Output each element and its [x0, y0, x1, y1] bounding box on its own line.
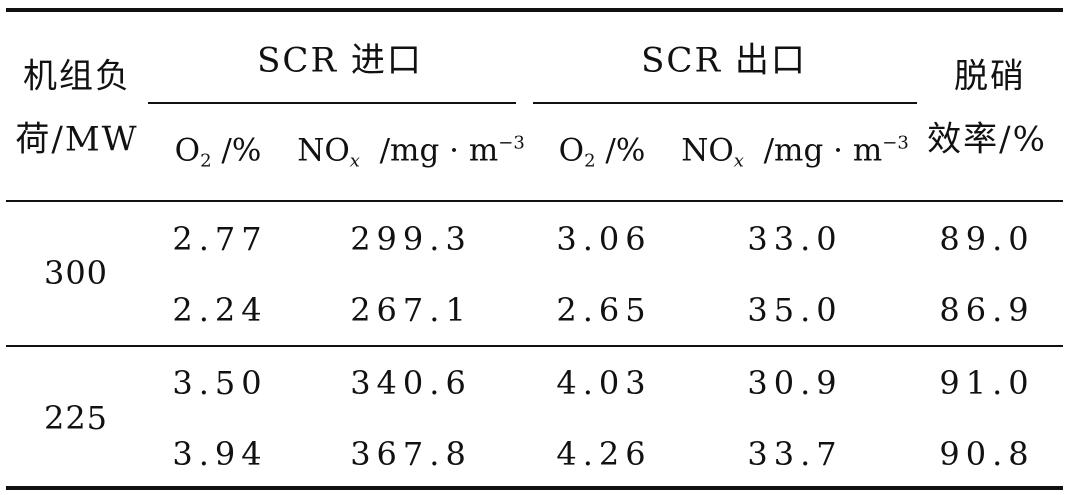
- scr-outlet-header: SCR 出口: [641, 40, 807, 81]
- outlet-o2-header: O2 /%: [559, 133, 646, 172]
- nox-superscript: −3: [882, 132, 909, 154]
- outlet-nox-cell: 35.0: [747, 291, 843, 329]
- efficiency-cell: 91.0: [939, 364, 1035, 402]
- nox-unit: /mg · m: [743, 132, 883, 169]
- o2-base: O: [558, 132, 585, 169]
- unit-load-cell: 225: [43, 399, 109, 437]
- efficiency-cell: 90.8: [939, 435, 1035, 473]
- inlet-o2-cell: 3.50: [172, 364, 268, 402]
- nox-subscript: x: [349, 150, 360, 172]
- denitrification-efficiency-header-line1: 脱硝: [954, 56, 1026, 97]
- outlet-o2-cell: 4.03: [556, 364, 652, 402]
- inlet-nox-header: NOx /mg · m−3: [297, 133, 525, 172]
- o2-subscript: 2: [200, 150, 212, 172]
- nox-superscript: −3: [498, 132, 525, 154]
- top-rule: [6, 8, 1063, 12]
- o2-subscript: 2: [584, 150, 596, 172]
- o2-base: O: [174, 132, 201, 169]
- outlet-o2-cell: 4.26: [556, 435, 652, 473]
- outlet-nox-header: NOx /mg · m−3: [681, 133, 909, 172]
- inlet-nox-cell: 367.8: [350, 435, 472, 473]
- nox-subscript: x: [733, 150, 744, 172]
- unit-load-header-line2: 荷/MW: [15, 119, 139, 160]
- inlet-o2-cell: 3.94: [172, 435, 268, 473]
- efficiency-cell: 86.9: [939, 291, 1035, 329]
- efficiency-cell: 89.0: [939, 220, 1035, 258]
- o2-unit: /%: [595, 132, 646, 169]
- scr-inlet-header: SCR 进口: [257, 40, 423, 81]
- inlet-o2-header: O2 /%: [175, 133, 262, 172]
- nox-base: NO: [297, 132, 350, 169]
- unit-load-header-line1: 机组负: [23, 56, 131, 97]
- header-bottom-rule: [6, 200, 1063, 202]
- inlet-nox-cell: 340.6: [350, 364, 472, 402]
- outlet-nox-cell: 33.0: [747, 220, 843, 258]
- o2-unit: /%: [211, 132, 262, 169]
- nox-base: NO: [681, 132, 734, 169]
- outlet-nox-cell: 30.9: [747, 364, 843, 402]
- outlet-o2-cell: 3.06: [556, 220, 652, 258]
- inlet-o2-cell: 2.77: [172, 220, 268, 258]
- inlet-nox-cell: 267.1: [350, 291, 472, 329]
- bottom-rule: [6, 486, 1063, 490]
- outlet-nox-cell: 33.7: [747, 435, 843, 473]
- group-separator-rule: [6, 345, 1063, 347]
- nox-unit: /mg · m: [359, 132, 499, 169]
- denitrification-efficiency-header-line2: 效率/%: [927, 119, 1047, 160]
- inlet-o2-cell: 2.24: [172, 291, 268, 329]
- unit-load-cell: 300: [43, 254, 109, 292]
- outlet-o2-cell: 2.65: [556, 291, 652, 329]
- outlet-group-rule: [533, 102, 917, 104]
- inlet-nox-cell: 299.3: [350, 220, 472, 258]
- inlet-group-rule: [148, 102, 516, 104]
